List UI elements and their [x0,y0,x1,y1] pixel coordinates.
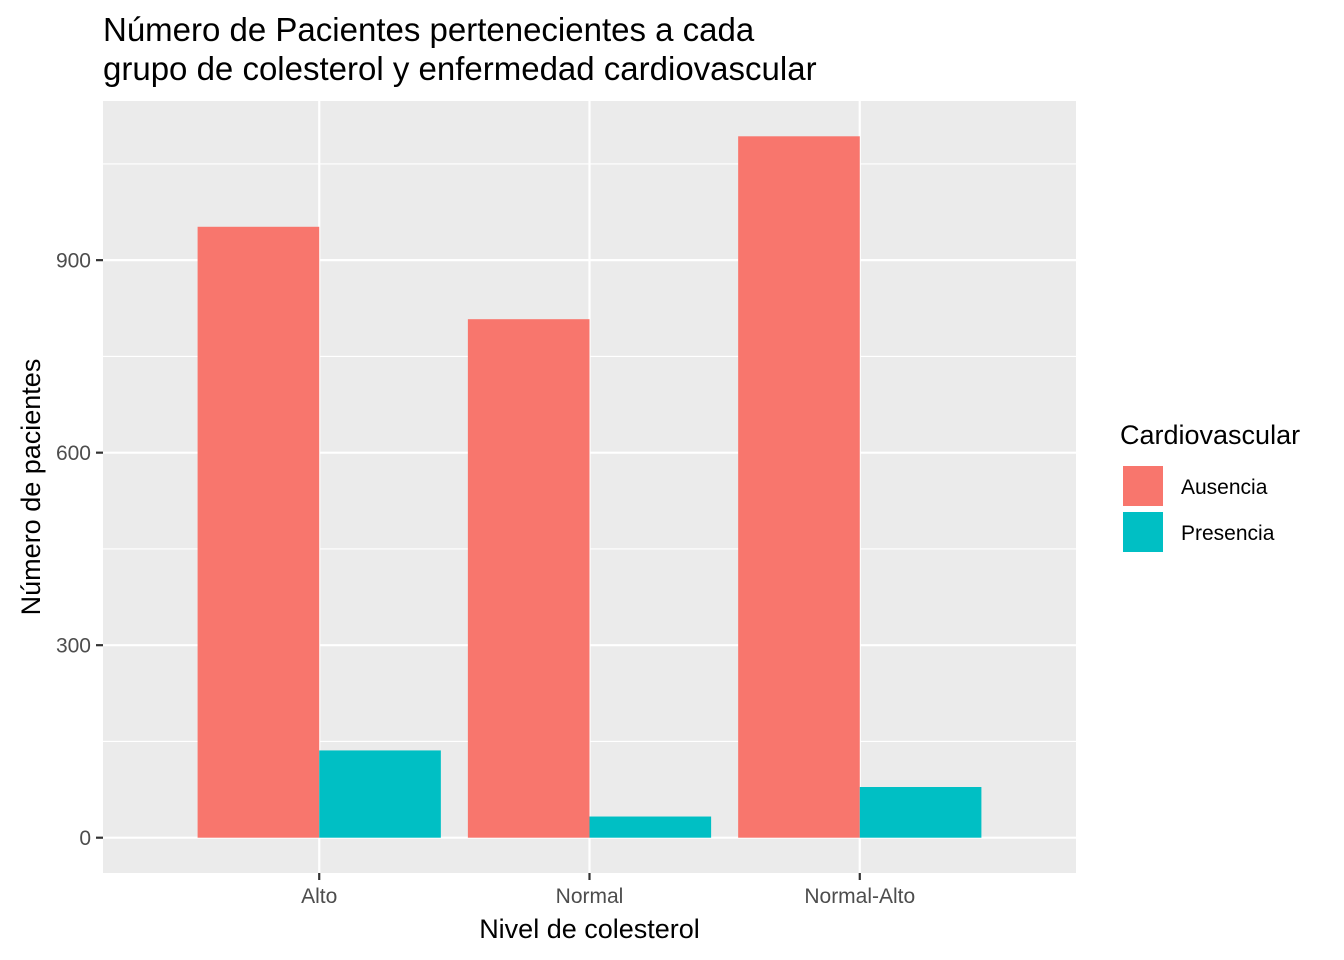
x-axis: Alto Normal Normal-Alto [301,873,915,908]
y-axis: 0 300 600 900 [56,250,103,850]
bars-group [197,136,982,838]
y-tick-label-1: 300 [56,635,91,658]
x-tick-label-2: Normal-Alto [804,885,915,908]
chart-title-line-2: grupo de colesterol y enfermedad cardiov… [103,50,817,87]
x-tick-label-0: Alto [301,885,337,908]
x-axis-title: Nivel de colesterol [479,914,700,944]
chart-title-line-1: Número de Pacientes pertenecientes a cad… [103,11,755,48]
legend-key-presencia [1121,510,1165,554]
y-tick-label-3: 900 [56,250,91,273]
bar-normal-alto-presencia [859,787,982,838]
bar-normal-presencia [589,816,712,838]
legend-key-ausencia [1121,464,1165,508]
legend-label-ausencia: Ausencia [1181,476,1268,499]
y-tick-label-0: 0 [79,827,91,850]
bar-alto-presencia [319,750,441,838]
bar-normal-alto-ausencia [738,136,860,838]
y-tick-label-2: 600 [56,442,91,465]
legend-label-presencia: Presencia [1181,522,1275,545]
legend: Cardiovascular Ausencia Presencia [1120,420,1300,554]
bar-alto-ausencia [197,226,320,838]
bar-normal-ausencia [467,319,590,838]
legend-title: Cardiovascular [1120,420,1300,450]
y-axis-title: Número de pacientes [16,359,46,616]
x-tick-label-1: Normal [556,885,624,908]
